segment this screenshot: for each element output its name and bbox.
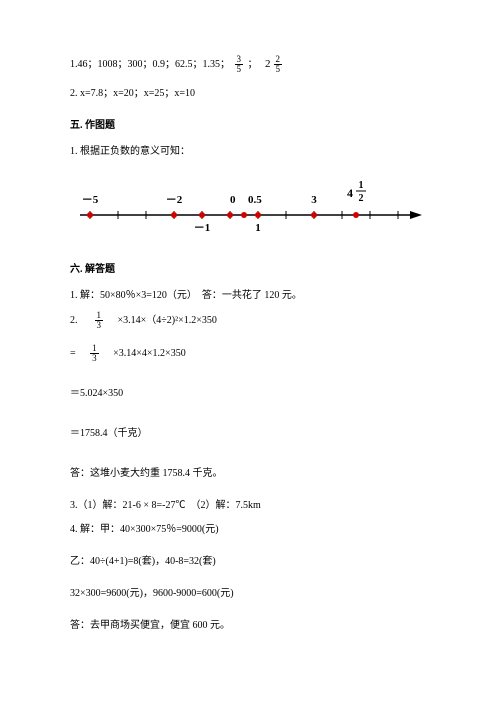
answer-1-prefix: 1.46；1008；300；0.9；62.5；1.35； (70, 59, 230, 70)
label-m2: －2 (166, 194, 183, 206)
s6-q2-line3: ＝5.024×350 (70, 385, 430, 403)
s6-q2-line1: 2. 1 3 ×3.14×（4÷2)²×1.2×350 (70, 311, 430, 330)
fraction-1-3-b: 1 3 (90, 344, 99, 363)
label-m5: －5 (82, 194, 99, 206)
s6-q2-line2: = 1 3 ×3.14×4×1.2×350 (70, 344, 430, 363)
s6-q4-line2: 乙：40÷(4+1)=8(套)，40-8=32(套) (70, 553, 430, 571)
mixed-2-2-5: 2 2 5 (265, 55, 284, 75)
answer-2: 2. x=7.8；x=20；x=25；x=10 (70, 85, 430, 103)
label-4half-whole: 4 (347, 186, 353, 200)
label-4half-den: 2 (359, 193, 364, 204)
s6-q1: 1. 解：50×80％×3=120（元） 答：一共花了 120 元。 (70, 287, 430, 305)
fraction-1-3-a: 1 3 (95, 311, 104, 330)
s6-q2-line4: ＝1758.4（千克） (70, 425, 430, 443)
label-1: 1 (255, 222, 261, 234)
s6-q4-line1: 4. 解：甲：40×300×75％=9000(元) (70, 521, 430, 539)
section-5-heading: 五. 作图题 (70, 117, 430, 135)
fraction-3-5: 3 5 (235, 55, 244, 74)
label-m1: －1 (194, 222, 211, 234)
s5-q1: 1. 根据正负数的意义可知： (70, 143, 430, 161)
s6-q4-line3: 32×300=9600(元)，9600-9000=600(元) (70, 585, 430, 603)
label-05: 0.5 (248, 194, 262, 206)
label-0: 0 (230, 194, 236, 206)
section-6-heading: 六. 解答题 (70, 261, 430, 279)
number-line: －5 －2 0 0.5 3 4 1 2 －1 1 (70, 173, 430, 243)
answer-1: 1.46；1008；300；0.9；62.5；1.35； 3 5 ； 2 2 5 (70, 55, 430, 75)
label-4half-num: 1 (359, 180, 364, 191)
sep: ； (248, 59, 258, 70)
s6-q4-answer: 答：去甲商场买便宜，便宜 600 元。 (70, 617, 430, 635)
s6-q3: 3.（1）解：21-6 × 8=-27℃ （2）解：7.5km (70, 497, 430, 515)
s6-q2-answer: 答：这堆小麦大约重 1758.4 千克。 (70, 465, 430, 483)
label-3: 3 (311, 194, 317, 206)
